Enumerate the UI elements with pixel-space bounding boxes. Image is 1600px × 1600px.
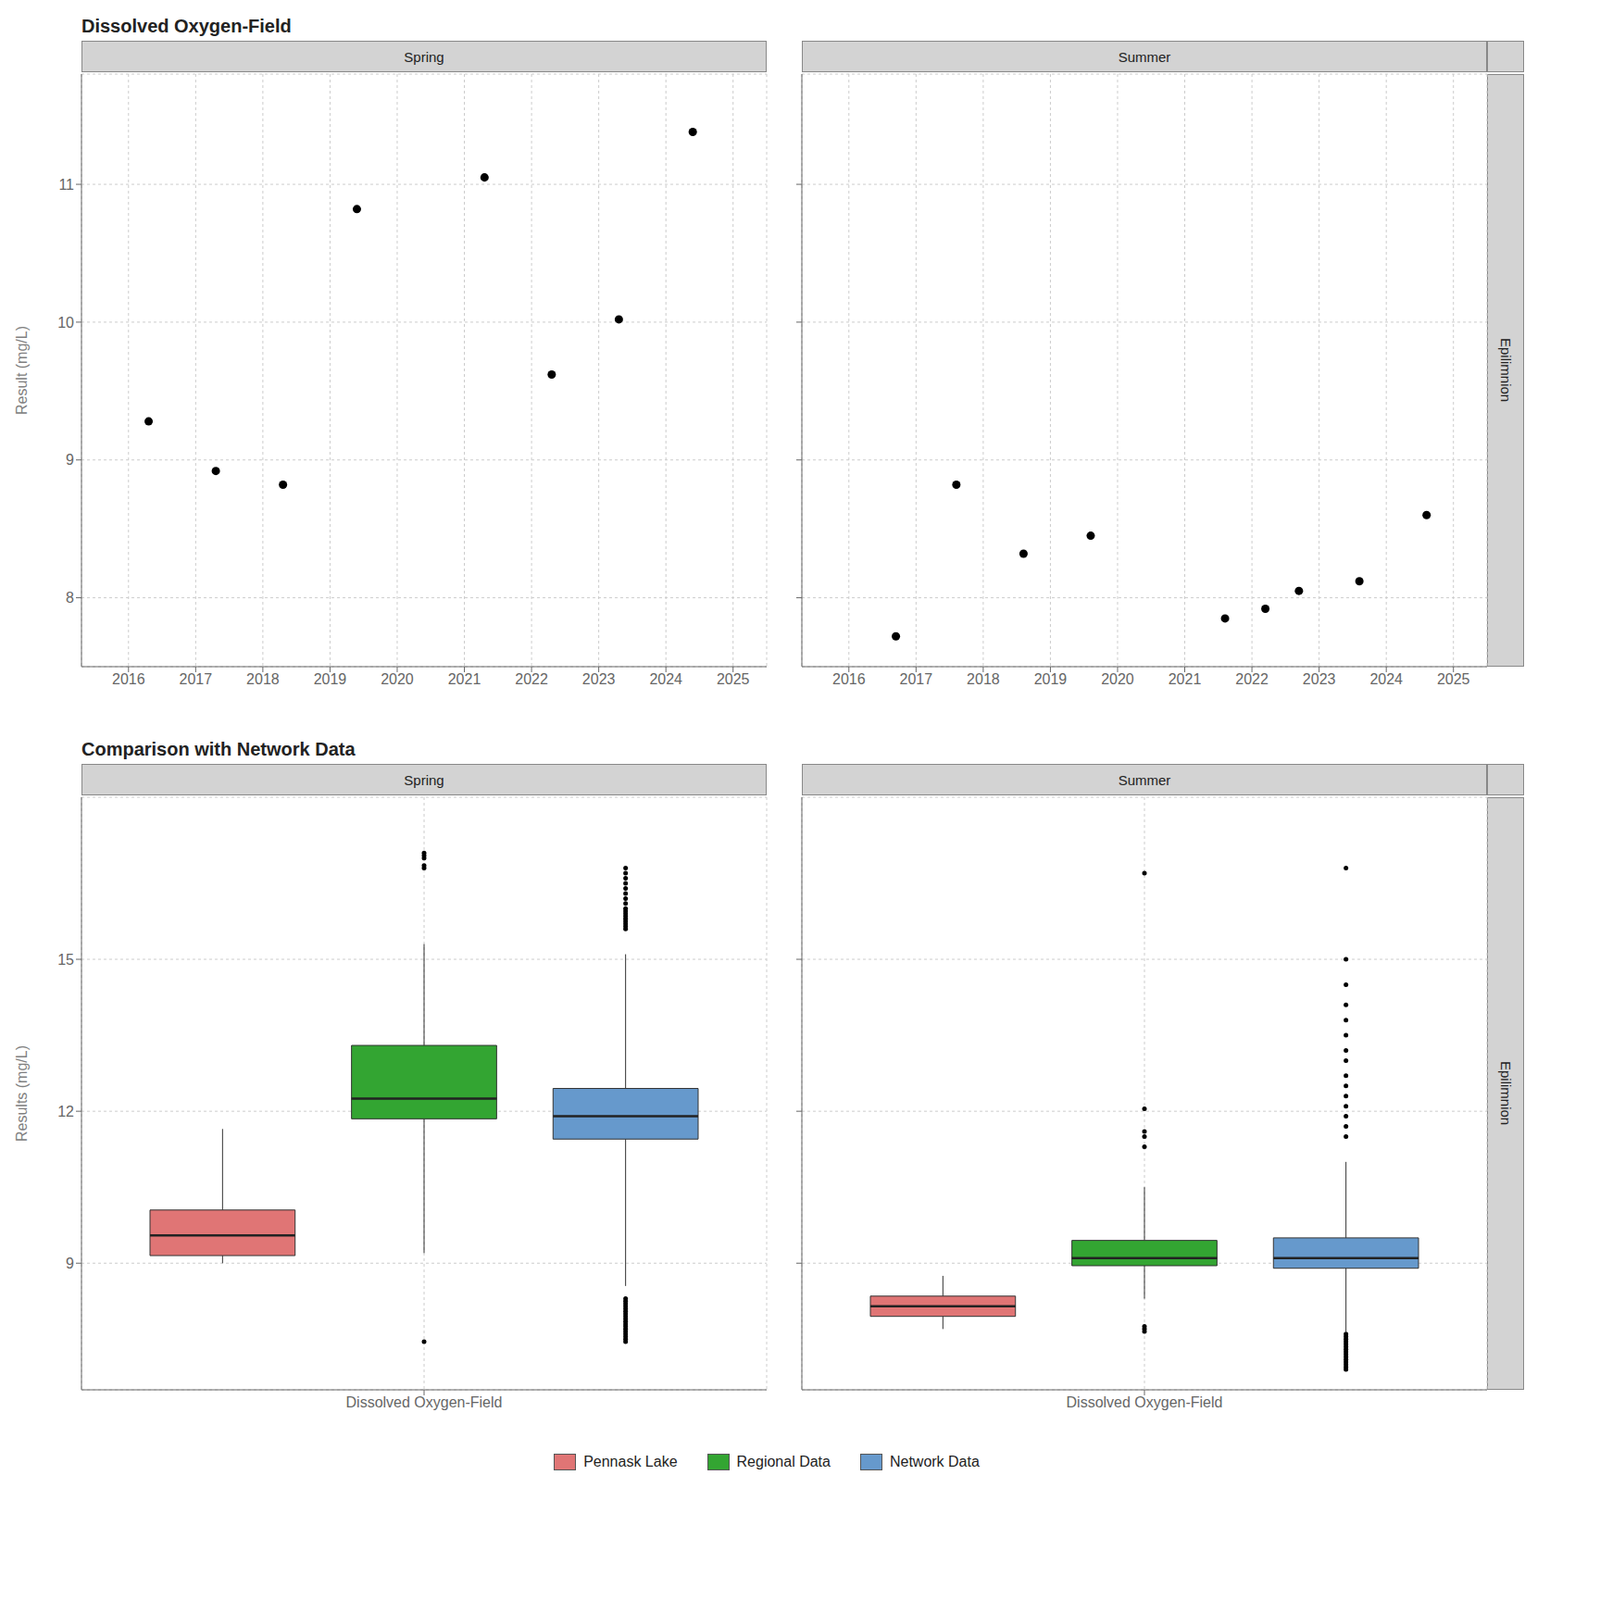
svg-text:11: 11	[58, 176, 75, 193]
svg-text:2024: 2024	[649, 671, 683, 688]
svg-text:10: 10	[57, 314, 75, 331]
svg-text:15: 15	[57, 951, 75, 968]
svg-text:2021: 2021	[448, 671, 482, 688]
svg-text:2025: 2025	[1437, 671, 1471, 688]
svg-text:2025: 2025	[716, 671, 750, 688]
svg-text:9: 9	[65, 1255, 75, 1272]
html-text:Epilimnion: Epilimnion	[1497, 338, 1514, 403]
svg-text:2018: 2018	[966, 671, 1000, 688]
svg-text:2017: 2017	[900, 671, 934, 688]
svg-text:2024: 2024	[1369, 671, 1403, 688]
html-text:Epilimnion: Epilimnion	[1497, 1061, 1514, 1126]
svg-text:2023: 2023	[582, 671, 616, 688]
html-text:Summer: Summer	[1118, 48, 1171, 65]
svg-text:9: 9	[65, 451, 75, 468]
svg-text:2022: 2022	[1235, 671, 1269, 688]
svg-text:Results (mg/L): Results (mg/L)	[13, 1045, 30, 1142]
html-text:Pennask Lake: Pennask Lake	[583, 1453, 678, 1470]
svg-text:2020: 2020	[380, 671, 414, 688]
svg-text:2023: 2023	[1302, 671, 1337, 688]
svg-text:Result (mg/L): Result (mg/L)	[13, 325, 30, 415]
html-text:Summer: Summer	[1118, 771, 1171, 788]
html-text:Spring: Spring	[403, 48, 445, 65]
svg-text:2016: 2016	[112, 671, 146, 688]
svg-text:Dissolved Oxygen-Field: Dissolved Oxygen-Field	[1066, 1394, 1224, 1411]
svg-text:2018: 2018	[246, 671, 280, 688]
html-text:Network Data: Network Data	[889, 1453, 980, 1470]
svg-text:2017: 2017	[179, 671, 213, 688]
html-text:Comparison with Network Data: Comparison with Network Data	[81, 738, 356, 760]
html-text:Regional Data: Regional Data	[736, 1453, 831, 1470]
html-text:Spring: Spring	[403, 771, 445, 788]
svg-text:12: 12	[57, 1103, 75, 1120]
svg-text:2019: 2019	[1034, 671, 1068, 688]
svg-text:2021: 2021	[1168, 671, 1202, 688]
svg-text:8: 8	[65, 589, 75, 606]
svg-text:2019: 2019	[313, 671, 348, 688]
svg-text:2016: 2016	[832, 671, 866, 688]
svg-text:2022: 2022	[514, 671, 549, 688]
svg-text:2020: 2020	[1100, 671, 1135, 688]
svg-text:Dissolved Oxygen-Field: Dissolved Oxygen-Field	[346, 1394, 503, 1411]
html-text:Dissolved Oxygen-Field: Dissolved Oxygen-Field	[81, 15, 292, 37]
